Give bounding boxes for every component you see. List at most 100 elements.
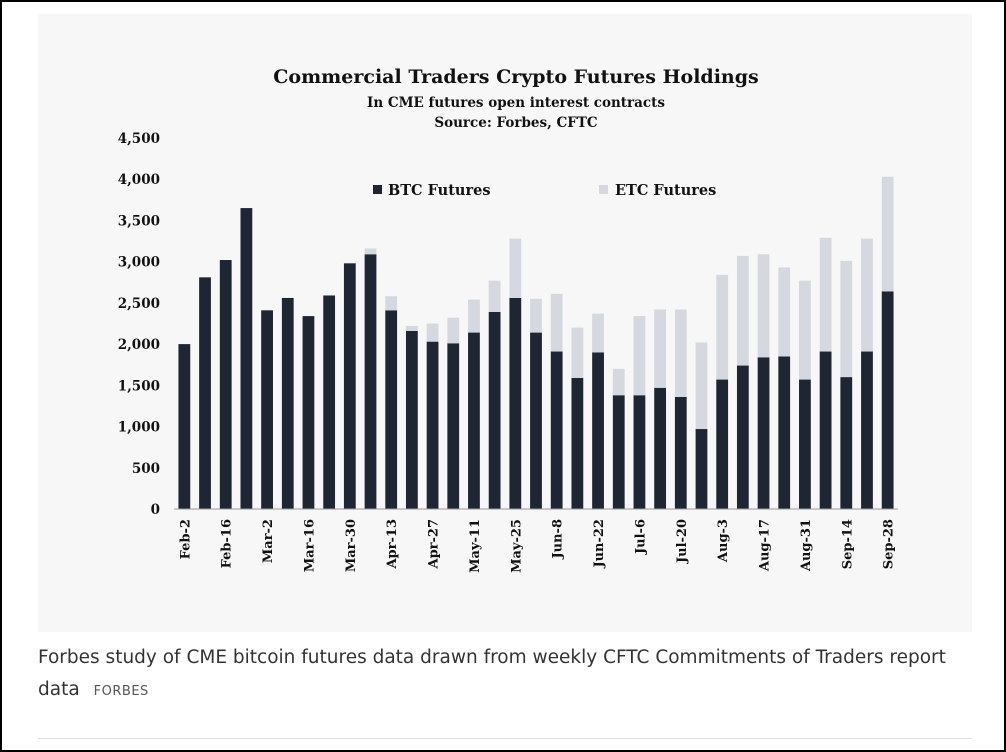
legend-swatch-btc (373, 185, 382, 194)
bar-btc (881, 291, 894, 509)
y-tick-label: 3,000 (118, 255, 160, 271)
bar-btc (674, 396, 687, 509)
bar-etc (447, 317, 460, 344)
bar-btc (695, 429, 708, 509)
x-tick-label: Jun-22 (592, 519, 607, 569)
x-tick-label: Apr-27 (427, 519, 442, 570)
x-tick-label: Sep-28 (882, 519, 897, 569)
y-tick-label: 4,500 (118, 131, 160, 147)
x-tick-label: Mar-16 (302, 519, 317, 572)
y-tick-label: 3,500 (118, 213, 160, 229)
x-axis-labels: Feb-2 Feb-16 Mar-2 Mar-16 Mar-30 Apr-13 Apr-27… (178, 519, 896, 573)
chart: Commercial Traders Crypto Futures Holdin… (118, 66, 898, 573)
bar-btc (302, 316, 315, 509)
x-tick-label: Jun-8 (551, 519, 566, 560)
bars (178, 176, 894, 509)
bar-btc (447, 343, 460, 509)
bar-etc (592, 313, 604, 353)
bar-btc (364, 254, 377, 509)
x-tick-label: Apr-13 (385, 519, 400, 570)
bar-btc (261, 310, 273, 509)
x-tick-label: Jul-20 (675, 519, 690, 564)
x-tick-label: Sep-14 (840, 519, 855, 569)
y-axis-labels: 0 500 1,000 1,500 2,000 2,500 3,000 3,500 4,000 4… (118, 131, 160, 518)
x-tick-label: May-11 (468, 519, 483, 573)
bottom-divider (38, 738, 972, 739)
bar-etc (799, 280, 811, 380)
chart-source: Source: Forbes, CFTC (434, 115, 598, 131)
bar-btc (405, 330, 418, 509)
bar-btc (778, 356, 791, 509)
bar-etc (757, 254, 770, 358)
bar-btc (343, 263, 356, 509)
bar-etc (736, 255, 749, 366)
bar-etc (468, 299, 480, 333)
bar-btc (468, 332, 480, 509)
bar-btc (612, 395, 625, 509)
bar-btc (530, 332, 542, 509)
chart-subtitle: In CME futures open interest contracts (367, 95, 665, 111)
bar-etc (530, 298, 542, 333)
y-tick-label: 2,000 (118, 337, 160, 353)
y-tick-label: 0 (151, 502, 160, 518)
bar-btc (716, 379, 729, 509)
bar-etc (654, 309, 667, 388)
y-tick-label: 1,000 (118, 420, 160, 436)
bar-btc (819, 351, 832, 509)
x-tick-label: Aug-31 (799, 519, 814, 572)
bar-btc (840, 377, 853, 509)
bar-btc (509, 297, 522, 509)
bar-etc (778, 267, 791, 357)
bar-etc (819, 237, 832, 352)
bar-btc (736, 365, 749, 509)
x-tick-label: Jul-6 (633, 519, 648, 555)
bar-btc (571, 377, 584, 509)
caption: Forbes study of CME bitcoin futures data… (38, 642, 978, 708)
x-tick-label: May-25 (509, 519, 524, 573)
x-tick-label: Mar-30 (344, 519, 359, 572)
x-tick-label: Feb-2 (178, 519, 193, 559)
bar-btc (488, 311, 501, 509)
bar-etc (550, 293, 563, 352)
bar-btc (757, 357, 770, 509)
x-tick-label: Mar-2 (261, 519, 276, 563)
bar-btc (240, 208, 253, 509)
bar-btc (178, 344, 191, 509)
bar-btc (861, 351, 873, 509)
bar-etc (861, 238, 873, 352)
x-tick-label: Aug-17 (758, 519, 773, 572)
bar-etc (364, 248, 377, 255)
bar-btc (592, 352, 604, 509)
bar-etc (571, 327, 584, 378)
bar-etc (509, 238, 522, 298)
bar-etc (633, 316, 646, 396)
caption-text: Forbes study of CME bitcoin futures data… (38, 647, 946, 700)
caption-credit: FORBES (93, 684, 149, 699)
y-tick-label: 1,500 (118, 378, 160, 394)
bar-etc (426, 323, 439, 342)
bar-etc (488, 280, 501, 312)
bar-etc (405, 325, 418, 331)
bar-etc (695, 342, 708, 430)
bar-btc (550, 351, 563, 509)
y-tick-label: 4,000 (118, 172, 160, 188)
bar-etc (385, 296, 398, 311)
bar-etc (840, 260, 853, 378)
bar-etc (881, 176, 894, 292)
chart-panel: Commercial Traders Crypto Futures Holdin… (38, 14, 972, 632)
legend-label-btc: BTC Futures (388, 182, 490, 199)
bar-btc (219, 260, 232, 509)
y-tick-label: 500 (132, 461, 160, 477)
bar-etc (716, 274, 729, 380)
y-tick-label: 2,500 (118, 296, 160, 312)
bar-btc (323, 295, 336, 509)
legend-swatch-etc (599, 185, 608, 194)
bar-btc (199, 277, 211, 509)
legend-label-etc: ETC Futures (615, 182, 716, 199)
bar-btc (281, 297, 294, 509)
bar-btc (426, 341, 439, 509)
bar-etc (674, 309, 687, 397)
x-tick-label: Aug-3 (716, 519, 731, 563)
bar-btc (385, 310, 398, 509)
